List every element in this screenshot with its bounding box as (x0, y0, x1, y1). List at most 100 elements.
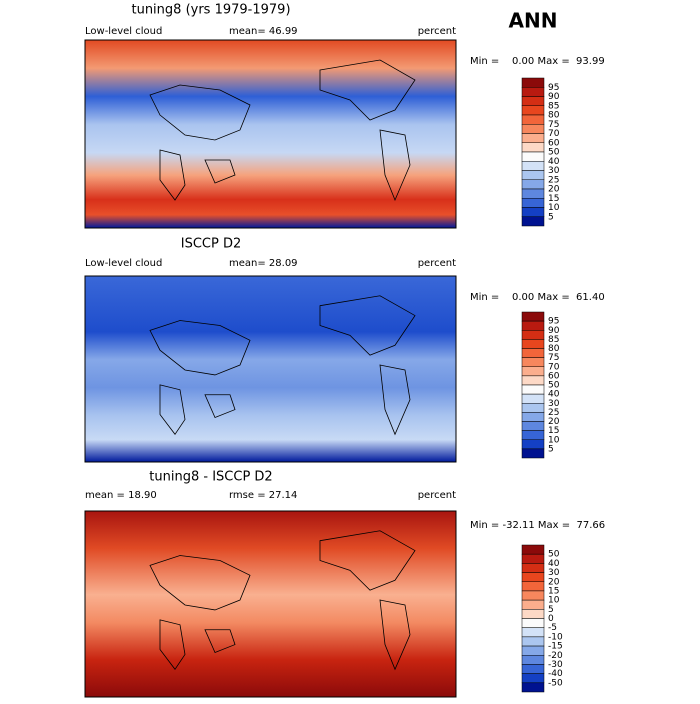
colorbar-label: -50 (548, 678, 563, 688)
colorbar-label: 90 (548, 92, 560, 102)
colorbar-label: 60 (548, 371, 560, 381)
coastline (319, 59, 416, 121)
coastlines (149, 295, 416, 436)
coastline (379, 364, 411, 436)
colorbar-label: 15 (548, 426, 559, 436)
panel-title: tuning8 (yrs 1979-1979) (131, 3, 290, 18)
stats: Min = 0.00 Max = 61.40 (470, 292, 605, 303)
coastline (149, 555, 251, 611)
colorbar-label: 75 (548, 353, 559, 363)
colorbar-cell (521, 375, 545, 386)
panel-mid: rmse = 27.14 (229, 490, 297, 501)
colorbar-cell (521, 142, 545, 153)
colorbar-cell (521, 348, 545, 358)
coastline (204, 394, 236, 418)
colorbar-label: 30 (548, 568, 560, 578)
colorbar-cell (521, 412, 545, 422)
colorbar-cell (521, 439, 545, 450)
colorbar-label: -5 (548, 623, 557, 633)
colorbar-cell (521, 673, 545, 684)
colorbar-cell (521, 448, 545, 459)
coastline (149, 320, 251, 376)
coastline (159, 384, 186, 435)
colorbar-label: 10 (548, 435, 560, 445)
colorbar-label: 95 (548, 83, 559, 93)
coastline (319, 530, 416, 591)
colorbar-label: 80 (548, 111, 560, 121)
panel-right: percent (418, 26, 456, 37)
colorbar-cell (521, 87, 545, 97)
coastline (149, 84, 251, 141)
colorbar-label: 85 (548, 335, 559, 345)
coastline (159, 149, 186, 201)
colorbar-label: -15 (548, 642, 563, 652)
panel-mid: mean= 46.99 (229, 26, 298, 37)
colorbar-cell (521, 151, 545, 162)
colorbar-cell (521, 544, 545, 555)
colorbar-label: 15 (548, 194, 559, 204)
colorbar-cell (521, 430, 545, 440)
colorbar-cell (521, 366, 545, 377)
colorbar-label: 5 (548, 605, 554, 615)
colorbar-label: 15 (548, 586, 559, 596)
panel-left: Low-level cloud (85, 258, 162, 269)
colorbar-cell (521, 618, 545, 628)
coastlines (149, 530, 416, 671)
colorbar-label: 40 (548, 390, 560, 400)
colorbar-cell (521, 207, 545, 217)
colorbar-cell (521, 421, 545, 431)
colorbar-cell (521, 105, 545, 116)
colorbar-cell (521, 133, 545, 143)
colorbar-label: 40 (548, 157, 560, 167)
colorbar-cell (521, 627, 545, 638)
colorbar-cell (521, 179, 545, 190)
colorbar-cell (521, 96, 545, 106)
panel-right: percent (418, 490, 456, 501)
colorbar-cell (521, 645, 545, 656)
stats: Min = 0.00 Max = 93.99 (470, 56, 605, 67)
colorbar-label: 60 (548, 138, 560, 148)
colorbar-label: -30 (548, 660, 563, 670)
colorbar-cell (521, 216, 545, 227)
colorbar-label: 80 (548, 344, 560, 354)
colorbar-label: 85 (548, 101, 559, 111)
colorbar-label: 75 (548, 120, 559, 130)
colorbar-label: -20 (548, 651, 563, 661)
colorbar-label: 10 (548, 596, 560, 606)
coastline (379, 129, 411, 202)
colorbar-cell (521, 403, 545, 413)
colorbar-label: 50 (548, 148, 560, 158)
colorbar-cell (521, 581, 545, 592)
panel-title: tuning8 - ISCCP D2 (149, 470, 272, 485)
colorbar-cell (521, 664, 545, 674)
coastline (159, 619, 186, 670)
coastline (204, 159, 236, 184)
colorbar-label: 20 (548, 417, 560, 427)
colorbar-label: 40 (548, 559, 560, 569)
panel-mid: mean= 28.09 (229, 258, 298, 269)
colorbar-label: 30 (548, 399, 560, 409)
map (84, 510, 457, 698)
figure-title: ANN (509, 9, 558, 33)
colorbar-label: -10 (548, 632, 563, 642)
panel-right: percent (418, 258, 456, 269)
colorbar-label: 90 (548, 326, 560, 336)
colorbar-cell (521, 599, 545, 610)
panel-left: Low-level cloud (85, 26, 162, 37)
colorbar-label: 25 (548, 175, 559, 185)
map (84, 275, 457, 463)
colorbar-label: 70 (548, 129, 560, 139)
panel-left: mean = 18.90 (85, 490, 157, 501)
panel-title: ISCCP D2 (181, 237, 242, 252)
colorbar-cell (521, 590, 545, 601)
colorbar-cell (521, 170, 545, 180)
colorbar-cell (521, 114, 545, 125)
coastlines (149, 59, 416, 202)
map (84, 39, 457, 229)
colorbar-cell (521, 161, 545, 171)
colorbar-label: 20 (548, 185, 560, 195)
colorbar-label: 50 (548, 381, 560, 391)
colorbar-label: 5 (548, 444, 554, 454)
colorbar-label: 5 (548, 212, 554, 222)
